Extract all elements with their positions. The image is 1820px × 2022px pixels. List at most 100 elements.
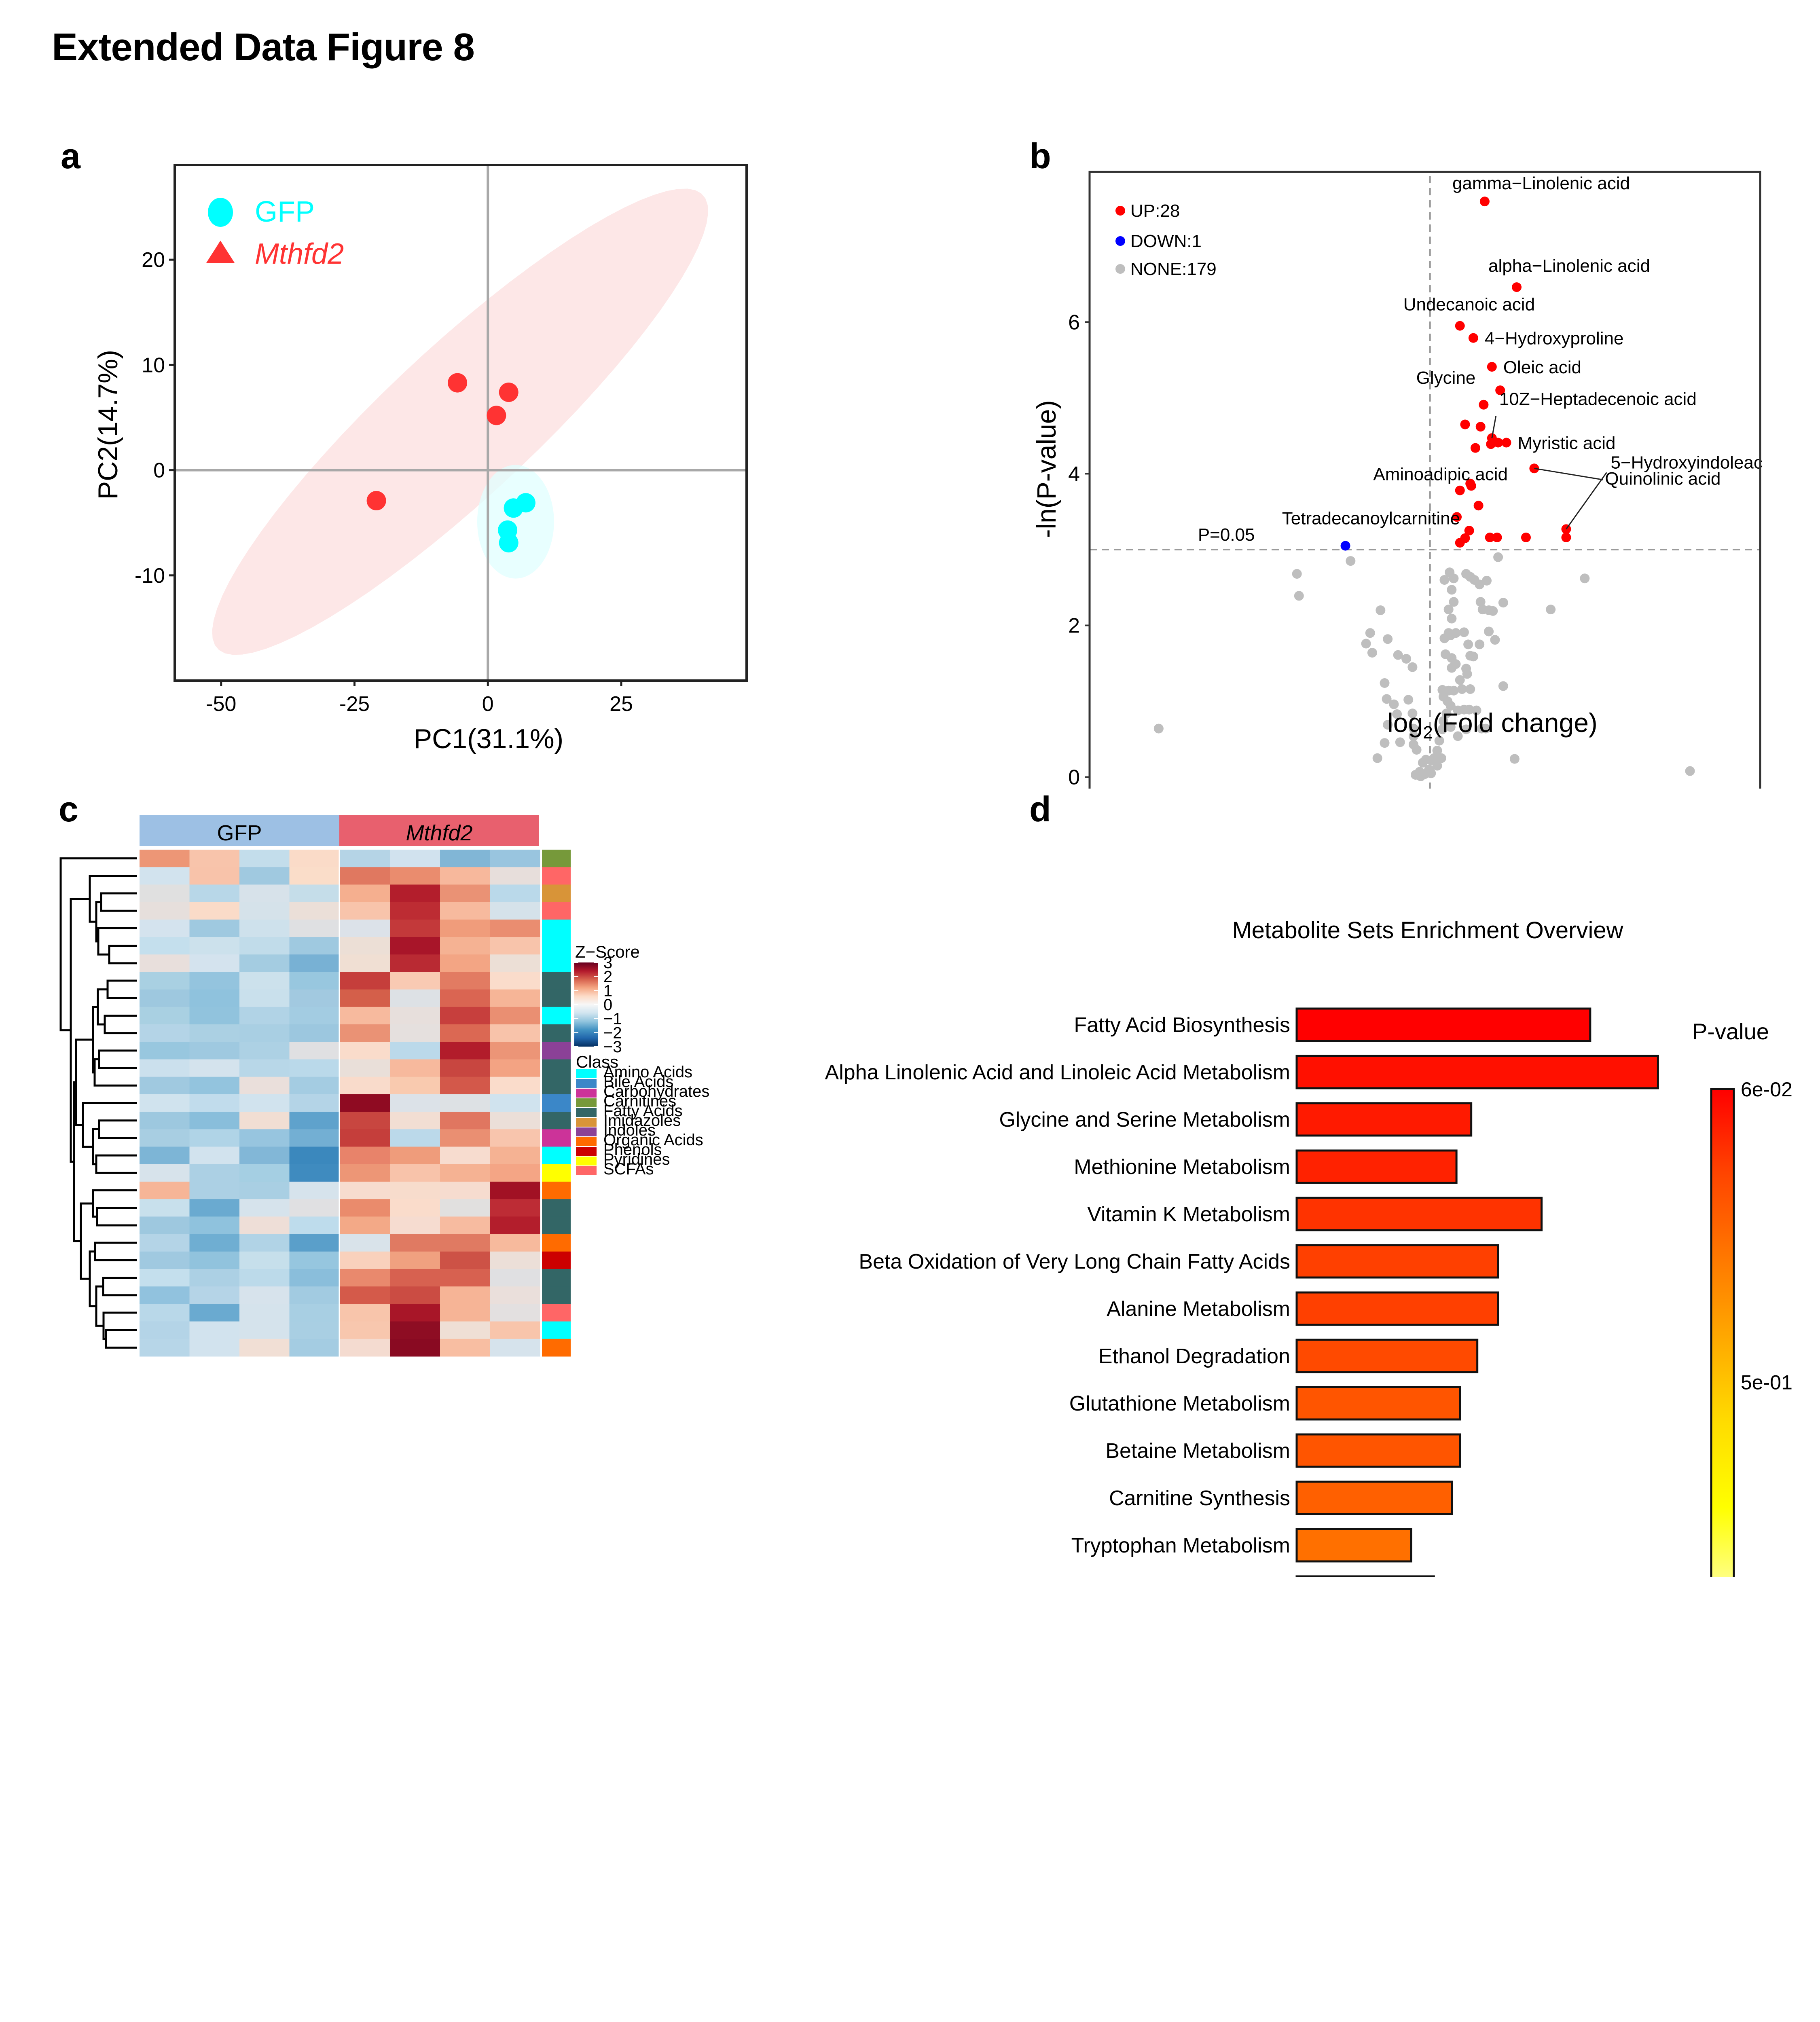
row-class-swatch — [542, 850, 571, 867]
heatmap-cell — [239, 954, 290, 972]
point-none — [1346, 556, 1356, 566]
dendrogram-branch — [97, 988, 108, 1026]
heatmap-cell — [140, 1321, 190, 1339]
heatmap-cell — [490, 1007, 540, 1025]
heatmap-cell — [340, 902, 390, 920]
row-class-swatch — [542, 1216, 571, 1235]
point-up — [1487, 362, 1497, 372]
row-class-swatch — [542, 1234, 571, 1252]
row-class-swatch — [542, 1199, 571, 1217]
heatmap-cell — [490, 1269, 540, 1287]
heatmap-cell — [340, 1007, 390, 1025]
legend-none-marker — [1115, 264, 1125, 274]
heatmap-cell — [289, 1146, 339, 1165]
row-class-swatch — [542, 1286, 571, 1304]
category-label: Carnitine Synthesis — [1109, 1487, 1290, 1510]
point-none — [1292, 569, 1302, 579]
point-none — [1451, 628, 1461, 638]
dendrogram-branch — [100, 892, 137, 912]
dendrogram-branch — [59, 857, 137, 1032]
zscore-tick-label: −3 — [603, 1038, 622, 1056]
heatmap-cell — [140, 884, 190, 903]
point-up — [1452, 512, 1462, 522]
point-none — [1461, 724, 1471, 734]
heatmap-cell — [289, 1304, 339, 1322]
heatmap-cell — [390, 1059, 440, 1077]
heatmap-cell — [340, 954, 390, 972]
heatmap-cell — [390, 1129, 440, 1147]
heatmap-cell — [189, 1059, 240, 1077]
point-none — [1482, 575, 1492, 586]
heatmap-cell — [390, 1094, 440, 1112]
heatmap-cell — [289, 1112, 339, 1129]
point-none — [1441, 709, 1452, 719]
heatmap-cell — [140, 1269, 190, 1287]
point-none — [1447, 613, 1457, 624]
heatmap-cell — [440, 1164, 490, 1182]
point-up — [1479, 197, 1490, 207]
y-tick-label: 6 — [1068, 311, 1080, 334]
annotation-label: Quinolinic acid — [1605, 469, 1721, 489]
heatmap-cell — [140, 972, 190, 990]
dendrogram-branch — [80, 1202, 93, 1280]
enrichment-bar — [1295, 1149, 1458, 1184]
heatmap-cell — [239, 1304, 290, 1322]
point-none — [1457, 684, 1467, 694]
enrichment-bar — [1295, 1339, 1479, 1373]
point-none — [1383, 634, 1393, 644]
row-class-swatch — [542, 1251, 571, 1269]
heatmap-cell — [189, 867, 240, 885]
enrichment-bars: Fatty Acid Biosynthesis Alpha Linolenic A… — [825, 1007, 1659, 1577]
heatmap-cell — [440, 867, 490, 885]
heatmap-cell — [340, 1146, 390, 1165]
heatmap-cell — [440, 954, 490, 972]
heatmap-cell — [189, 1304, 240, 1322]
heatmap-cell — [289, 867, 339, 885]
heatmap-cell — [140, 1199, 190, 1217]
heatmap-cell — [140, 989, 190, 1007]
heatmap-cell — [140, 919, 190, 937]
point-up — [1485, 532, 1495, 542]
heatmap-cell — [189, 1094, 240, 1112]
zscore-tick-label: 0 — [603, 996, 612, 1014]
heatmap-cell — [140, 1146, 190, 1165]
heatmap-cell — [189, 1339, 240, 1357]
heatmap-cell — [289, 1199, 339, 1217]
row-class-swatch — [542, 1042, 571, 1060]
heatmap-cell — [140, 1059, 190, 1077]
y-tick-label: 4 — [1068, 462, 1080, 486]
point-none — [1380, 678, 1390, 688]
heatmap-cell — [140, 1216, 190, 1235]
heatmap-cell — [490, 1321, 540, 1339]
point-none — [1445, 701, 1456, 711]
point-none — [1447, 663, 1457, 673]
legend-gfp-label: GFP — [255, 196, 315, 228]
heatmap-cell — [239, 1059, 290, 1077]
point-up — [1479, 400, 1489, 410]
x-tick-label: -25 — [339, 692, 370, 716]
heatmap-cell — [239, 1024, 290, 1042]
zscore-tick-label: 2 — [603, 968, 612, 986]
heatmap-cell — [340, 989, 390, 1007]
pca-legend: GFP Mthfd2 — [206, 196, 344, 270]
category-label: Betaine Metabolism — [1105, 1439, 1290, 1463]
heatmap-cell — [189, 919, 240, 937]
dendrogram-branch — [104, 1014, 137, 1034]
heatmap-cell — [289, 1234, 339, 1252]
point-none — [1395, 737, 1405, 747]
point-none — [1685, 766, 1695, 776]
point-none — [1449, 573, 1459, 584]
heatmap-cell — [289, 902, 339, 920]
heatmap-cell — [239, 1199, 290, 1217]
heatmap-cell — [239, 937, 290, 955]
pca-ellipses — [212, 188, 708, 655]
point-none — [1361, 639, 1371, 649]
legend-down-marker — [1115, 236, 1125, 246]
heatmap-cell — [340, 1286, 390, 1304]
y-tick-label: 10 — [142, 353, 165, 377]
point-none — [1153, 723, 1164, 734]
class-legend-title: Class — [576, 1052, 618, 1071]
enrichment-bar — [1295, 1481, 1453, 1515]
